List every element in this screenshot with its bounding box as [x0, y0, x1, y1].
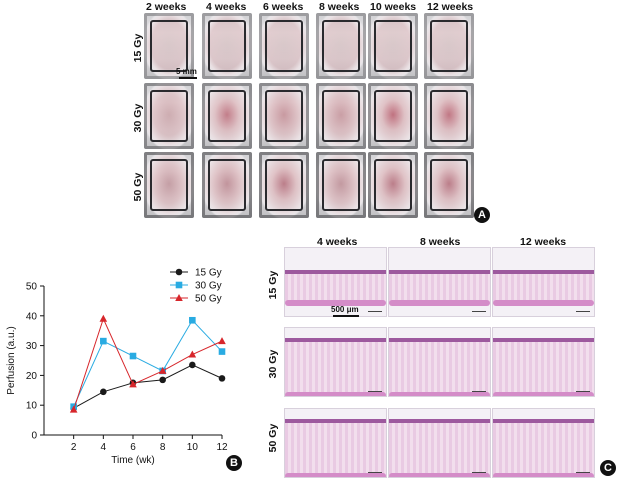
panel-c-row-15gy: 15 Gy	[267, 270, 279, 300]
series-line	[73, 317, 223, 410]
x-axis-label: Time (wk)	[111, 455, 155, 466]
y-tick-label: 30	[26, 341, 38, 352]
panel-a-col-10w: 10 weeks	[370, 1, 417, 13]
x-tick-label: 8	[160, 442, 166, 453]
data-point	[129, 352, 137, 360]
histology-section	[388, 247, 491, 317]
skin-photo	[144, 152, 194, 218]
panel-c-row-30gy: 30 Gy	[267, 349, 279, 379]
panel-c-letter: C	[600, 460, 616, 476]
y-tick-label: 0	[31, 431, 37, 442]
y-tick-label: 20	[26, 371, 38, 382]
histology-section	[284, 247, 387, 317]
panel-a-col-12w: 12 weeks	[427, 1, 474, 13]
histology-section	[388, 327, 491, 397]
panel-a-row-50gy: 50 Gy	[132, 172, 144, 202]
panel-a-col-6w: 6 weeks	[263, 1, 304, 13]
panel-a-col-4w: 4 weeks	[206, 1, 247, 13]
skin-photo	[368, 83, 418, 149]
skin-photo	[368, 152, 418, 218]
skin-photo	[316, 152, 366, 218]
skin-photo	[202, 152, 252, 218]
y-tick-label: 50	[26, 282, 38, 293]
panel-a-scale-bar	[179, 77, 197, 79]
histology-section	[492, 327, 595, 397]
skin-photo	[259, 83, 309, 149]
data-point	[129, 380, 137, 388]
panel-c-scale-label: 500 μm	[331, 305, 359, 314]
panel-a-letter: A	[474, 207, 490, 223]
data-point	[175, 281, 183, 289]
x-tick-label: 10	[187, 442, 199, 453]
skin-photo	[424, 13, 474, 79]
histology-section	[284, 327, 387, 397]
data-point	[189, 361, 196, 369]
panel-a-row-30gy: 30 Gy	[132, 103, 144, 133]
series-line	[73, 319, 223, 407]
legend-label: 30 Gy	[195, 281, 222, 292]
panel-a-scale-label: 5 mm	[176, 67, 197, 76]
histology-section	[284, 408, 387, 478]
histology-section	[388, 408, 491, 478]
skin-photo	[259, 13, 309, 79]
x-tick-label: 2	[71, 442, 77, 453]
y-tick-label: 40	[26, 311, 38, 322]
skin-photo	[368, 13, 418, 79]
skin-photo	[144, 13, 194, 79]
data-point	[188, 350, 197, 358]
x-tick-label: 6	[130, 442, 136, 453]
panel-a-col-8w: 8 weeks	[319, 1, 360, 13]
data-point	[175, 294, 183, 301]
data-point	[100, 337, 107, 345]
data-point	[69, 405, 78, 413]
panel-c-scale-bar	[333, 315, 359, 317]
panel-a-row-15gy: 15 Gy	[132, 33, 144, 63]
panel-c-col-4w: 4 weeks	[317, 236, 358, 248]
perfusion-line-chart: 0 10 20 30 40 50 2 4 6 8 10 12 Time (wk) Perfusion (a…	[6, 268, 228, 467]
data-point	[100, 388, 107, 396]
skin-photo	[424, 83, 474, 149]
data-point	[189, 316, 196, 324]
data-point	[159, 376, 166, 384]
y-tick-label: 10	[26, 401, 38, 412]
histology-section	[492, 408, 595, 478]
skin-photo	[424, 152, 474, 218]
skin-photo	[202, 13, 252, 79]
panel-c-row-50gy: 50 Gy	[267, 423, 279, 453]
skin-photo	[316, 13, 366, 79]
data-point	[99, 314, 108, 322]
skin-photo	[144, 83, 194, 149]
skin-photo	[316, 83, 366, 149]
x-tick-label: 12	[216, 442, 228, 453]
data-point	[175, 268, 183, 276]
legend-label: 50 Gy	[195, 294, 222, 305]
skin-photo	[202, 83, 252, 149]
data-point	[218, 337, 226, 345]
panel-b-letter: B	[226, 455, 242, 471]
x-tick-label: 4	[101, 442, 107, 453]
y-axis-label: Perfusion (a.u.)	[6, 326, 17, 394]
series-line	[73, 364, 223, 409]
panel-c-col-8w: 8 weeks	[420, 236, 461, 248]
data-point	[218, 375, 226, 382]
skin-photo	[259, 152, 309, 218]
panel-a-col-2w: 2 weeks	[146, 1, 187, 13]
data-point	[218, 348, 226, 355]
panel-c-col-12w: 12 weeks	[520, 236, 567, 248]
legend-label: 15 Gy	[195, 268, 222, 279]
data-point	[158, 366, 167, 374]
histology-section	[492, 247, 595, 317]
